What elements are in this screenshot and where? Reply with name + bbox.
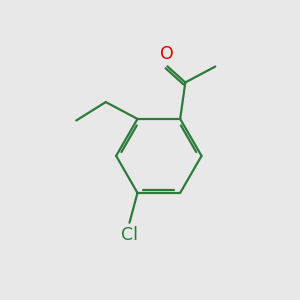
Text: O: O	[160, 45, 174, 63]
Text: Cl: Cl	[121, 226, 138, 244]
